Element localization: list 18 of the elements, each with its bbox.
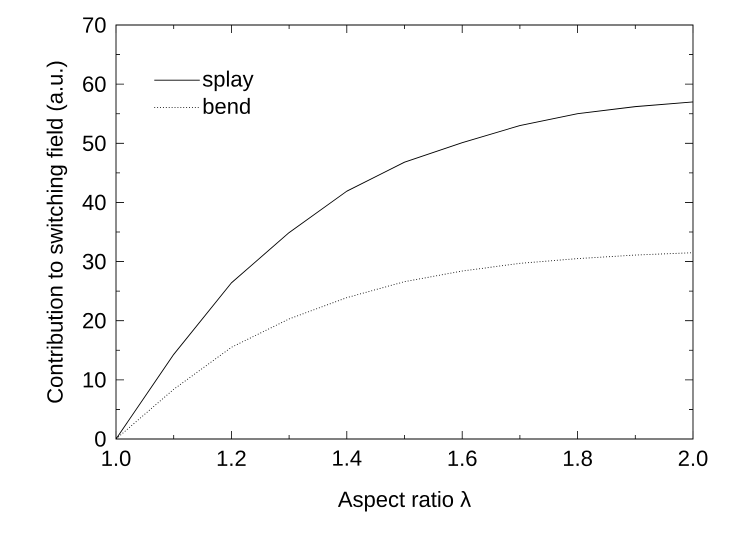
- x-tick-label: 1.0: [102, 450, 130, 466]
- y-tick-label: 50: [82, 135, 106, 152]
- y-tick-label: 60: [83, 76, 106, 92]
- x-tick-label: 1.6: [448, 450, 477, 466]
- x-axis-title: Aspect ratio λ: [338, 490, 471, 512]
- y-tick-label: 70: [83, 17, 106, 33]
- x-tick-label: 1.4: [333, 450, 362, 466]
- y-tick-label: 30: [82, 254, 106, 270]
- x-tick-label: 1.2: [218, 450, 246, 466]
- y-tick-label: 0: [95, 431, 106, 447]
- y-tick-label: 10: [84, 372, 106, 388]
- legend-label: bend: [204, 98, 250, 114]
- x-tick-label: 1.8: [564, 450, 592, 466]
- y-tick-label: 20: [83, 312, 106, 328]
- y-axis-title: Contribution to switching field (a.u.): [46, 62, 68, 403]
- y-tick-label: 40: [82, 194, 106, 210]
- legend-label: splay: [202, 70, 254, 92]
- x-tick-label: 2.0: [678, 450, 708, 466]
